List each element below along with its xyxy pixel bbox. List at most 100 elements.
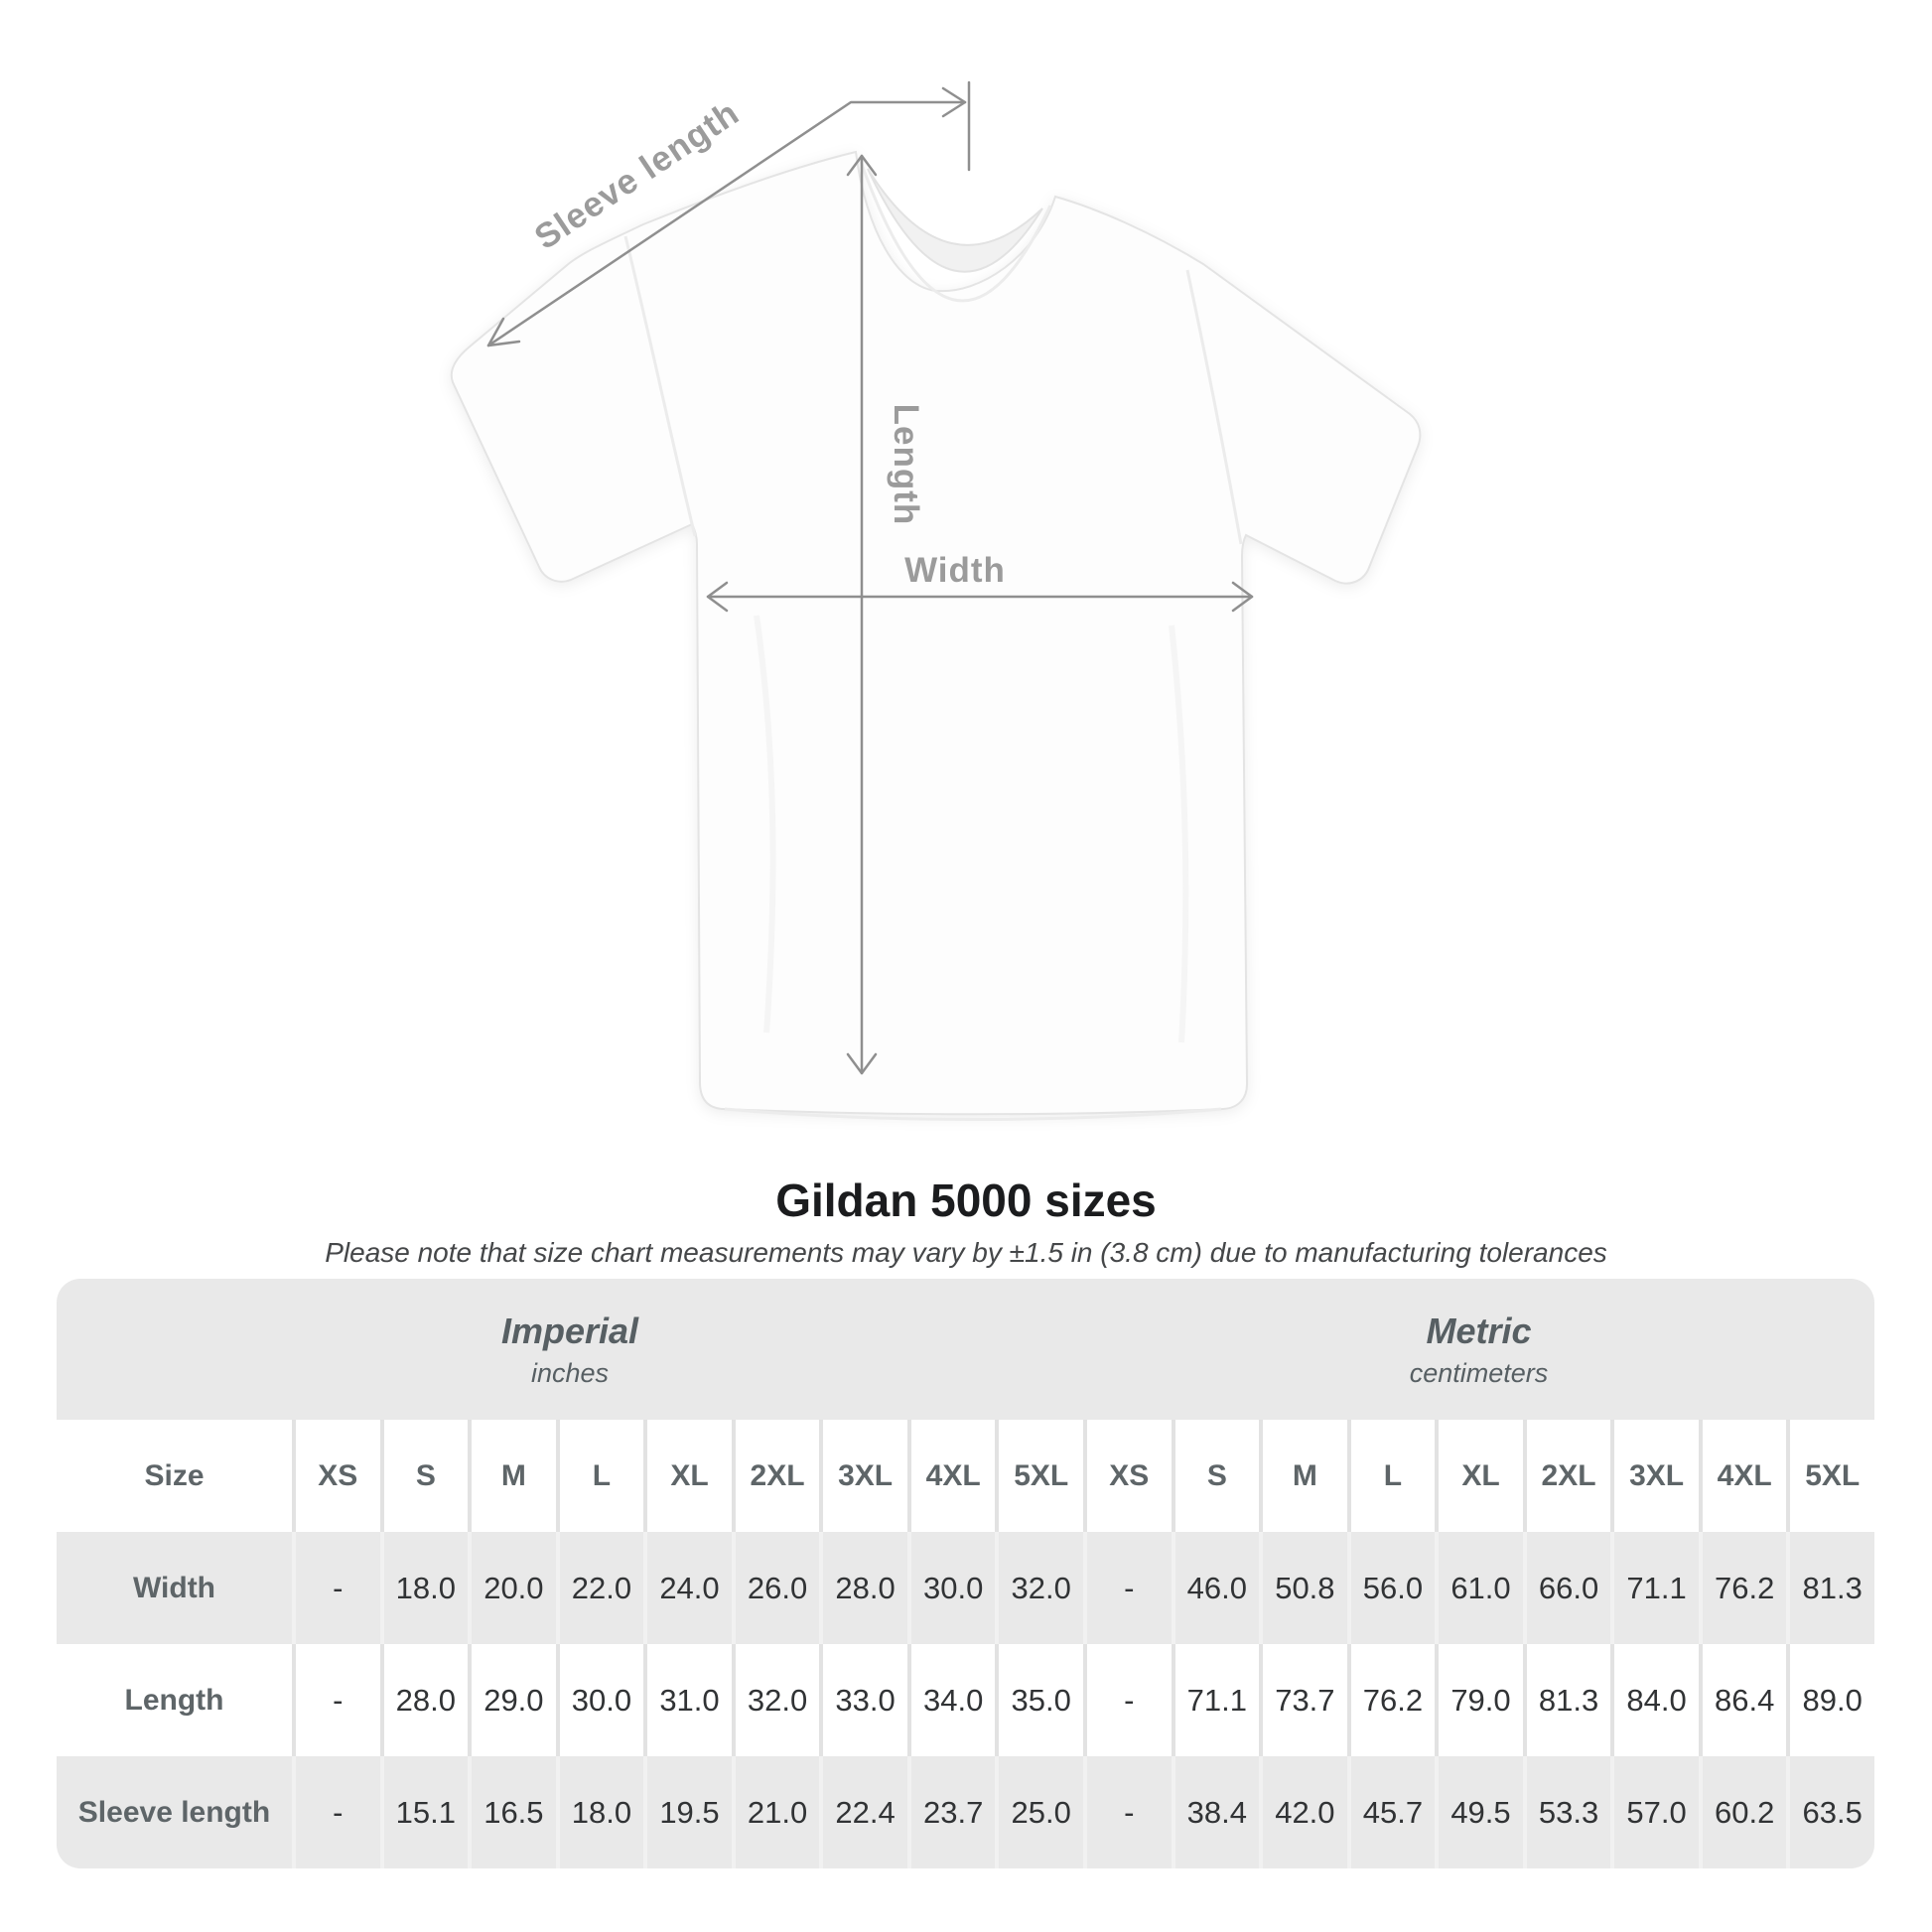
unit-header-row: Imperial inches Metric centimeters <box>57 1279 1874 1420</box>
size-column-header: Size <box>144 1458 205 1492</box>
size-header-cell: M <box>1259 1420 1347 1532</box>
value-cell: 20.0 <box>468 1532 556 1644</box>
row-label: Length <box>124 1683 224 1717</box>
value-cell: 30.0 <box>906 1532 996 1644</box>
value-cell: 45.7 <box>1346 1756 1436 1868</box>
value-cell: 18.0 <box>555 1756 644 1868</box>
value-cell: 28.0 <box>819 1532 907 1644</box>
length-row: Length - 28.0 29.0 30.0 31.0 32.0 33.0 3… <box>57 1644 1874 1756</box>
imperial-label: Imperial <box>500 1310 639 1351</box>
value-cell: - <box>1083 1532 1172 1644</box>
value-cell: 46.0 <box>1171 1532 1260 1644</box>
value-cell: - <box>292 1532 380 1644</box>
neck-opening <box>867 168 1043 273</box>
value-cell: 30.0 <box>555 1644 644 1756</box>
value-cell: 81.3 <box>1786 1532 1874 1644</box>
size-table: Imperial inches Metric centimeters Size … <box>57 1279 1874 1868</box>
sleeve-length-arrowhead-right <box>941 86 967 118</box>
value-cell: 66.0 <box>1522 1532 1611 1644</box>
value-cell: 25.0 <box>995 1756 1083 1868</box>
value-cell: 23.7 <box>906 1756 996 1868</box>
size-header-cell: S <box>1171 1420 1260 1532</box>
value-cell: 61.0 <box>1435 1532 1523 1644</box>
metric-label: Metric <box>1426 1310 1532 1351</box>
size-header-cell: L <box>1346 1420 1436 1532</box>
tolerance-note: Please note that size chart measurements… <box>325 1237 1607 1268</box>
size-header-cell: S <box>379 1420 469 1532</box>
tshirt-body <box>450 150 1422 1116</box>
row-label: Width <box>132 1571 216 1604</box>
value-cell: 38.4 <box>1171 1756 1260 1868</box>
value-cell: 31.0 <box>643 1644 732 1756</box>
size-header-cell: XS <box>292 1420 380 1532</box>
value-cell: 34.0 <box>906 1644 996 1756</box>
sleeve-length-arrow-line <box>486 100 967 347</box>
value-cell: 79.0 <box>1435 1644 1523 1756</box>
size-header-cell: 3XL <box>819 1420 907 1532</box>
value-cell: 84.0 <box>1610 1644 1699 1756</box>
value-cell: 16.5 <box>468 1756 556 1868</box>
fabric-fold-left <box>754 615 776 1034</box>
value-cell: 26.0 <box>731 1532 820 1644</box>
length-label: Length <box>887 404 925 526</box>
metric-unit-header: Metric centimeters <box>1083 1279 1874 1420</box>
value-cell: 29.0 <box>468 1644 556 1756</box>
value-cell: 28.0 <box>379 1644 469 1756</box>
width-annotation: Width <box>706 551 1254 613</box>
metric-sublabel: centimeters <box>1409 1357 1549 1388</box>
value-cell: 21.0 <box>731 1756 820 1868</box>
right-sleeve-seam <box>1185 269 1243 545</box>
imperial-unit-header: Imperial inches <box>57 1279 1083 1420</box>
size-header-cell: 5XL <box>995 1420 1083 1532</box>
width-row: Width - 18.0 20.0 22.0 24.0 26.0 28.0 30… <box>57 1532 1874 1644</box>
value-cell: 81.3 <box>1522 1644 1611 1756</box>
value-cell: 86.4 <box>1698 1644 1787 1756</box>
value-cell: 50.8 <box>1259 1532 1347 1644</box>
value-cell: 19.5 <box>643 1756 732 1868</box>
size-header-cell: 2XL <box>1522 1420 1611 1532</box>
length-arrowhead-bottom <box>846 1052 878 1075</box>
sleeve-length-row: Sleeve length - 15.1 16.5 18.0 19.5 21.0… <box>57 1756 1874 1868</box>
value-cell: 32.0 <box>731 1644 820 1756</box>
size-header-cell: L <box>555 1420 644 1532</box>
value-cell: 71.1 <box>1171 1644 1260 1756</box>
size-header-cell: 5XL <box>1786 1420 1874 1532</box>
row-label: Sleeve length <box>77 1795 271 1829</box>
fabric-fold-right <box>1169 624 1189 1043</box>
value-cell: 89.0 <box>1786 1644 1874 1756</box>
tshirt-illustration <box>450 150 1422 1122</box>
value-cell: 24.0 <box>643 1532 732 1644</box>
value-cell: 60.2 <box>1698 1756 1787 1868</box>
tshirt-measurement-diagram: Sleeve length Length Width <box>450 80 1422 1122</box>
size-header-cell: 4XL <box>906 1420 996 1532</box>
value-cell: 22.0 <box>555 1532 644 1644</box>
size-header-cell: 4XL <box>1698 1420 1787 1532</box>
value-cell: 18.0 <box>379 1532 469 1644</box>
value-cell: - <box>292 1644 380 1756</box>
length-annotation: Length <box>846 154 925 1075</box>
value-cell: 71.1 <box>1610 1532 1699 1644</box>
width-arrowhead-right <box>1231 581 1254 613</box>
size-header-cell: M <box>468 1420 556 1532</box>
width-arrowhead-left <box>706 581 729 613</box>
value-cell: - <box>1083 1756 1172 1868</box>
size-header-cell: XL <box>643 1420 732 1532</box>
value-cell: 15.1 <box>379 1756 469 1868</box>
value-cell: 53.3 <box>1522 1756 1611 1868</box>
value-cell: 35.0 <box>995 1644 1083 1756</box>
sleeve-length-arrowhead-left <box>486 317 521 347</box>
imperial-sublabel: inches <box>530 1357 610 1388</box>
value-cell: 76.2 <box>1698 1532 1787 1644</box>
size-header-row: Size XS S M L XL 2XL 3XL 4XL 5XL XS S M … <box>57 1420 1874 1532</box>
value-cell: 57.0 <box>1610 1756 1699 1868</box>
value-cell: 73.7 <box>1259 1644 1347 1756</box>
size-header-cell: XL <box>1435 1420 1523 1532</box>
value-cell: 49.5 <box>1435 1756 1523 1868</box>
value-cell: - <box>1083 1644 1172 1756</box>
value-cell: 56.0 <box>1346 1532 1436 1644</box>
hem-stitch <box>724 1107 1222 1122</box>
value-cell: 63.5 <box>1786 1756 1874 1868</box>
page-title: Gildan 5000 sizes <box>775 1174 1157 1226</box>
size-header-cell: 2XL <box>731 1420 820 1532</box>
